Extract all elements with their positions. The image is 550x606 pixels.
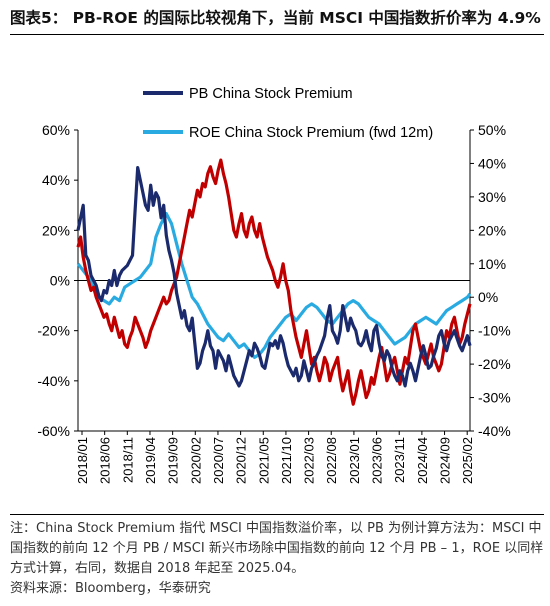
x-tick-label: 2023/11: [392, 437, 407, 483]
x-tick-label: 2018/01: [75, 437, 90, 484]
left-tick-label: 60%: [42, 122, 70, 138]
x-tick-label: 2023/06: [370, 437, 385, 484]
series-red-line: [76, 158, 472, 406]
right-tick-label: 30%: [478, 189, 506, 205]
left-tick-label: 20%: [42, 222, 70, 238]
x-tick-label: 2024/04: [415, 437, 430, 484]
series-pb-line: [76, 166, 472, 388]
left-tick-label: -60%: [37, 423, 70, 439]
title-block: 图表5： PB-ROE 的国际比较视角下，当前 MSCI 中国指数折价率为 4.…: [10, 6, 544, 35]
notes: 注：China Stock Premium 指代 MSCI 中国指数溢价率，以 …: [10, 514, 544, 599]
x-tick-label: 2022/03: [302, 437, 317, 484]
left-tick-label: 0%: [50, 273, 70, 289]
chart-title: 图表5： PB-ROE 的国际比较视角下，当前 MSCI 中国指数折价率为 4.…: [10, 9, 541, 27]
x-tick-label: 2024/09: [438, 437, 453, 484]
right-tick-label: 10%: [478, 256, 506, 272]
right-tick-label: -40%: [478, 423, 511, 439]
x-tick-label: 2021/10: [279, 437, 294, 484]
right-tick-label: -20%: [478, 356, 511, 372]
x-tick-label: 2022/08: [324, 437, 339, 484]
chart-svg: 60% 40% 20% 0% -20% -40% -60% 50% 40% 30% 20% 10% 0%…: [37, 86, 511, 484]
x-tick-label: 2020/07: [211, 437, 226, 484]
series-roe-line: [76, 212, 472, 359]
x-tick-label: 2018/11: [120, 437, 135, 483]
right-tick-label: -10%: [478, 323, 511, 339]
x-tick-label: 2019/04: [143, 437, 158, 484]
x-tick-label: 2019/09: [166, 437, 181, 484]
left-tick-label: -40%: [37, 373, 70, 389]
x-tick-label: 2023/01: [347, 437, 362, 484]
x-tick-label: 2021/05: [256, 437, 271, 484]
right-tick-label: 0%: [478, 289, 498, 305]
right-tick-label: -30%: [478, 390, 511, 406]
chart-area: 60% 40% 20% 0% -20% -40% -60% 50% 40% 30% 20% 10% 0%…: [0, 62, 550, 512]
left-tick-label: -20%: [37, 323, 70, 339]
source-line: 资料来源：Bloomberg，华泰研究: [10, 581, 211, 596]
right-tick-label: 50%: [478, 122, 506, 138]
right-tick-label: 40%: [478, 155, 506, 171]
footnote: 注：China Stock Premium 指代 MSCI 中国指数溢价率，以 …: [10, 521, 544, 576]
x-tick-label: 2020/02: [188, 437, 203, 484]
x-tick-label: 2025/02: [460, 437, 475, 484]
x-tick-label: 2018/06: [98, 437, 113, 484]
legend-roe-label: ROE China Stock Premium (fwd 12m): [189, 125, 433, 141]
right-tick-label: 20%: [478, 222, 506, 238]
left-tick-label: 40%: [42, 172, 70, 188]
x-tick-label: 2020/12: [234, 437, 249, 484]
legend-pb-label: PB China Stock Premium: [189, 86, 353, 102]
